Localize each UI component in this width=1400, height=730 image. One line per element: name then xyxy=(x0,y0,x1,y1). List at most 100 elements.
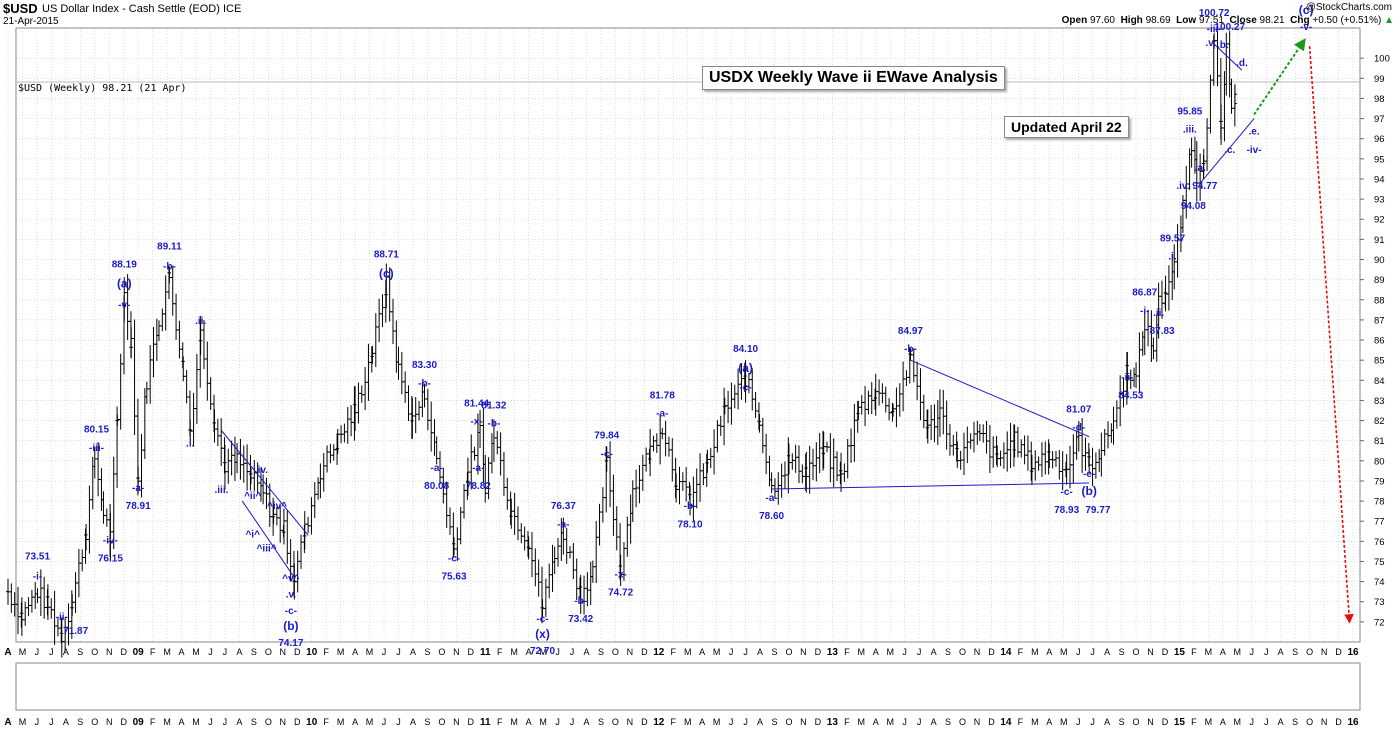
wave-label: (a) xyxy=(117,277,132,291)
wave-label: .ii. xyxy=(1153,308,1164,319)
wave-label: .b. xyxy=(1217,40,1229,51)
x-tick-label: S xyxy=(1119,647,1125,657)
x-tick-label: J xyxy=(743,647,748,657)
wave-label: 78.82 xyxy=(466,481,491,492)
x-tick-label: J xyxy=(1076,647,1081,657)
chart-legend: $USD (Weekly) 98.21 (21 Apr) xyxy=(18,83,187,94)
y-tick-label: 80 xyxy=(1374,456,1385,467)
x-tick-label-lower: J xyxy=(1264,717,1269,727)
copyright: @StockCharts.com xyxy=(1305,2,1392,13)
x-tick-label: M xyxy=(1205,647,1213,657)
wave-label: -c- xyxy=(739,382,751,393)
wave-label: -c- xyxy=(285,606,297,617)
x-tick-label: O xyxy=(91,647,98,657)
x-tick-label-lower: N xyxy=(627,717,634,727)
x-tick-label-lower: M xyxy=(19,717,27,727)
x-tick-label: M xyxy=(19,647,27,657)
x-tick-label: A xyxy=(4,647,11,658)
x-tick-label-lower: J xyxy=(1250,717,1255,727)
x-tick-label: J xyxy=(382,647,387,657)
x-tick-label: D xyxy=(988,647,995,657)
low-label: Low xyxy=(1176,15,1197,26)
x-tick-label: M xyxy=(366,647,374,657)
x-tick-label: A xyxy=(352,647,358,657)
wave-label: .ii. xyxy=(195,316,206,327)
wave-label: 86.87 xyxy=(1132,288,1157,299)
x-tick-label: M xyxy=(713,647,721,657)
x-tick-label-lower: N xyxy=(280,717,287,727)
wave-label: -v- xyxy=(1300,22,1312,33)
x-tick-label-lower: N xyxy=(1147,717,1154,727)
low-value: 97.51 xyxy=(1198,15,1224,26)
x-tick-label-lower: O xyxy=(438,717,445,727)
wave-label: 89.11 xyxy=(157,241,182,252)
wave-label: -a- xyxy=(557,519,569,530)
x-tick-label: A xyxy=(699,647,705,657)
x-tick-label: J xyxy=(35,647,40,657)
wave-label: -iv- xyxy=(103,535,118,546)
wave-label: -d- xyxy=(1072,423,1085,434)
x-tick-label-lower: D xyxy=(641,717,648,727)
x-tick-label-lower: M xyxy=(539,717,547,727)
x-tick-label: J xyxy=(570,647,575,657)
wave-label: .v. xyxy=(1205,38,1216,49)
x-tick-label: D xyxy=(815,647,822,657)
x-tick-label: M xyxy=(539,647,547,657)
wave-label: ^v^ xyxy=(282,574,299,585)
trend-line xyxy=(241,500,295,578)
x-tick-label: J xyxy=(729,647,734,657)
y-tick-label: 74 xyxy=(1374,577,1385,588)
x-tick-label-lower: S xyxy=(251,717,257,727)
x-tick-label: O xyxy=(612,647,619,657)
x-tick-label: A xyxy=(873,647,879,657)
x-tick-label-lower: J xyxy=(35,717,40,727)
x-tick-label-lower: N xyxy=(974,717,981,727)
x-tick-label-lower: A xyxy=(410,717,416,727)
wave-label: 79.84 xyxy=(594,431,619,442)
x-tick-label: N xyxy=(1147,647,1154,657)
x-tick-label: A xyxy=(931,647,937,657)
wave-label: .a. xyxy=(1195,163,1206,174)
wave-label: -a- xyxy=(132,483,144,494)
x-tick-label: J xyxy=(396,647,401,657)
y-tick-label: 82 xyxy=(1374,416,1385,427)
wave-label: -x- xyxy=(615,570,627,581)
x-tick-label-lower: A xyxy=(4,717,11,728)
x-tick-label: F xyxy=(150,647,156,657)
wave-label: 95.85 xyxy=(1177,107,1202,118)
x-tick-label: D xyxy=(641,647,648,657)
price-bars xyxy=(6,30,1237,658)
wave-label: 84.10 xyxy=(733,344,758,355)
main-plot-border xyxy=(15,27,1361,643)
trend-line xyxy=(771,482,1090,490)
wave-label: ^ii^ xyxy=(244,491,261,502)
x-tick-label: N xyxy=(106,647,113,657)
x-tick-label-lower: D xyxy=(468,717,475,727)
wave-label: 79.77 xyxy=(1085,505,1110,516)
x-tick-label: 09 xyxy=(133,647,145,658)
y-tick-label: 94 xyxy=(1374,174,1385,185)
wave-label: ^iii^ xyxy=(257,543,277,554)
wave-label: 87.83 xyxy=(1150,326,1175,337)
x-tick-label: M xyxy=(510,647,518,657)
x-tick-label: A xyxy=(526,647,532,657)
wave-label: .iv. xyxy=(255,465,268,476)
y-tick-label: 77 xyxy=(1374,517,1385,528)
x-tick-label-lower: A xyxy=(1278,717,1284,727)
x-tick-label: J xyxy=(223,647,228,657)
wave-label: -e- xyxy=(1083,469,1095,480)
wave-label: -c- xyxy=(601,449,613,460)
x-tick-label-lower: F xyxy=(150,717,156,727)
high-value: 98.69 xyxy=(1145,15,1171,26)
y-tick-label: 87 xyxy=(1374,315,1385,326)
x-tick-label-lower: J xyxy=(223,717,228,727)
wave-label: 81.44 xyxy=(464,398,489,409)
wave-label: 71.87 xyxy=(63,626,88,637)
x-tick-label-lower: 16 xyxy=(1347,717,1359,728)
y-tick-label: 92 xyxy=(1374,215,1385,226)
x-tick-label-lower: O xyxy=(265,717,272,727)
x-tick-label: S xyxy=(598,647,604,657)
x-tick-label-lower: 14 xyxy=(1000,717,1012,728)
wave-label: -c- xyxy=(536,614,548,625)
